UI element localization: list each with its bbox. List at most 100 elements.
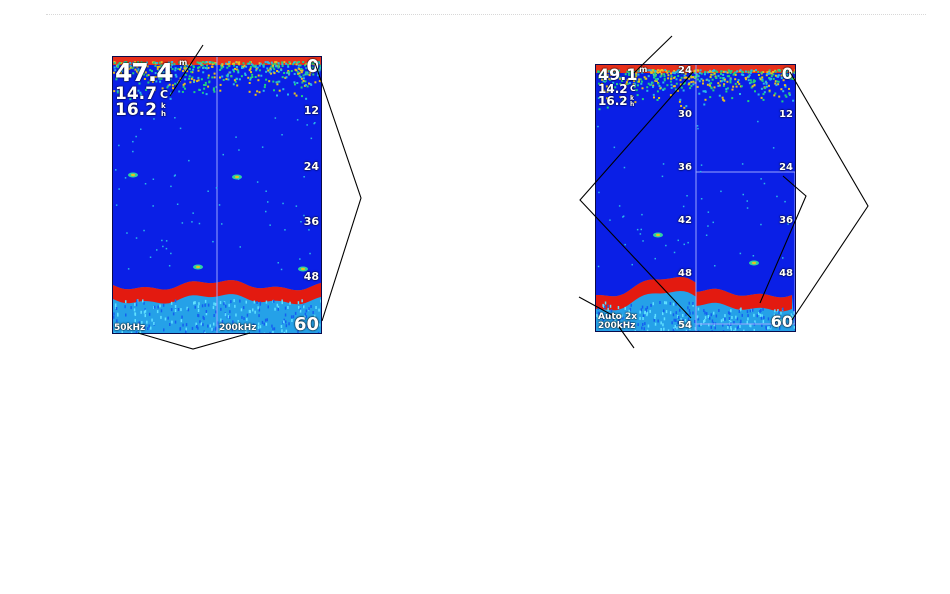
surface-return bbox=[131, 62, 134, 65]
bottom-texture bbox=[225, 304, 227, 308]
sonar-speck bbox=[127, 268, 130, 270]
surface-return bbox=[302, 74, 305, 77]
bottom-texture bbox=[204, 331, 206, 333]
depth-unit: m bbox=[639, 65, 648, 74]
sonar-speck bbox=[687, 241, 689, 244]
surface-return bbox=[652, 93, 655, 96]
surface-return bbox=[159, 65, 162, 68]
bottom-texture bbox=[204, 299, 207, 303]
surface-return bbox=[288, 61, 291, 64]
bottom-texture bbox=[318, 308, 320, 312]
surface-return bbox=[141, 65, 144, 68]
surface-return bbox=[710, 73, 713, 76]
surface-return bbox=[165, 72, 168, 74]
bottom-texture bbox=[738, 310, 741, 313]
bottom-texture bbox=[773, 313, 776, 317]
sonar-speck bbox=[149, 256, 152, 258]
depth-scale-mark: 36 bbox=[779, 215, 793, 226]
surface-return bbox=[751, 85, 754, 88]
bottom-texture bbox=[186, 306, 188, 310]
surface-return bbox=[711, 78, 714, 81]
sonar-speck bbox=[783, 166, 785, 168]
bottom-texture bbox=[266, 318, 268, 322]
surface-return bbox=[277, 80, 280, 83]
bottom-texture bbox=[187, 308, 190, 312]
surface-return bbox=[258, 62, 261, 65]
surface-return bbox=[244, 72, 247, 75]
bottom-texture bbox=[306, 325, 309, 328]
surface-return bbox=[151, 80, 154, 83]
bottom-texture bbox=[174, 309, 177, 312]
bottom-texture bbox=[143, 326, 146, 329]
zoom-scale-mark: 30 bbox=[678, 109, 692, 120]
sonar-speck bbox=[256, 181, 259, 183]
surface-return bbox=[788, 70, 791, 73]
sonar-speck bbox=[118, 188, 120, 190]
split-frequency-sonar-screen: 47.4 m 14.7 C 16.2 k h 0 12 24 36 48 60 … bbox=[112, 56, 322, 334]
zoom-scale-mark: 48 bbox=[678, 268, 692, 279]
surface-return bbox=[152, 61, 155, 64]
surface-return bbox=[251, 76, 254, 78]
surface-return bbox=[155, 80, 158, 83]
surface-return bbox=[763, 91, 766, 94]
surface-return bbox=[641, 87, 644, 90]
bottom-texture bbox=[179, 327, 182, 331]
bottom-texture bbox=[641, 326, 643, 330]
surface-return bbox=[766, 71, 769, 74]
surface-return bbox=[673, 85, 676, 88]
surface-return bbox=[124, 79, 127, 82]
surface-return bbox=[748, 74, 751, 77]
depth-scale-mark: 36 bbox=[303, 215, 319, 228]
surface-return bbox=[667, 74, 670, 77]
surface-return bbox=[674, 88, 677, 91]
surface-return bbox=[214, 63, 217, 66]
surface-return bbox=[197, 76, 200, 79]
surface-return bbox=[711, 70, 714, 72]
bottom-texture bbox=[174, 299, 177, 303]
bottom-texture bbox=[299, 309, 302, 313]
surface-return bbox=[768, 71, 770, 74]
bottom-texture bbox=[688, 309, 691, 313]
surface-return bbox=[172, 87, 174, 90]
surface-return bbox=[274, 61, 277, 64]
surface-return bbox=[689, 87, 692, 90]
surface-return bbox=[311, 66, 314, 69]
surface-return bbox=[670, 75, 673, 78]
surface-return bbox=[304, 64, 306, 67]
bottom-texture bbox=[180, 319, 183, 323]
fish-arch bbox=[235, 175, 239, 179]
surface-return bbox=[166, 74, 169, 77]
sonar-speck bbox=[115, 169, 117, 171]
surface-return bbox=[611, 69, 614, 72]
bottom-texture bbox=[135, 303, 138, 307]
surface-return bbox=[710, 86, 713, 89]
surface-return bbox=[113, 90, 116, 93]
bottom-texture bbox=[144, 314, 146, 318]
surface-return bbox=[301, 95, 303, 98]
bottom-texture bbox=[787, 316, 790, 320]
sonar-speck bbox=[282, 202, 284, 205]
surface-return bbox=[711, 73, 714, 76]
zoom-window-indicator bbox=[695, 171, 795, 325]
sonar-speck bbox=[640, 228, 642, 231]
bottom-texture bbox=[675, 302, 677, 306]
depth-scale-mark: 12 bbox=[303, 104, 319, 117]
surface-return bbox=[310, 83, 313, 86]
surface-return bbox=[113, 62, 116, 65]
bottom-texture bbox=[746, 320, 748, 324]
surface-return bbox=[184, 87, 186, 90]
bottom-texture bbox=[146, 320, 148, 324]
surface-return bbox=[160, 64, 163, 67]
surface-return bbox=[203, 84, 206, 86]
surface-return bbox=[151, 70, 153, 73]
surface-return bbox=[660, 72, 663, 75]
surface-return bbox=[296, 61, 299, 64]
sonar-speck bbox=[212, 240, 214, 243]
surface-return bbox=[597, 70, 600, 73]
surface-return bbox=[293, 61, 295, 64]
bottom-texture bbox=[295, 324, 298, 328]
bottom-texture bbox=[162, 303, 165, 307]
surface-return bbox=[311, 69, 314, 72]
surface-return bbox=[788, 87, 790, 90]
surface-return bbox=[650, 71, 653, 74]
